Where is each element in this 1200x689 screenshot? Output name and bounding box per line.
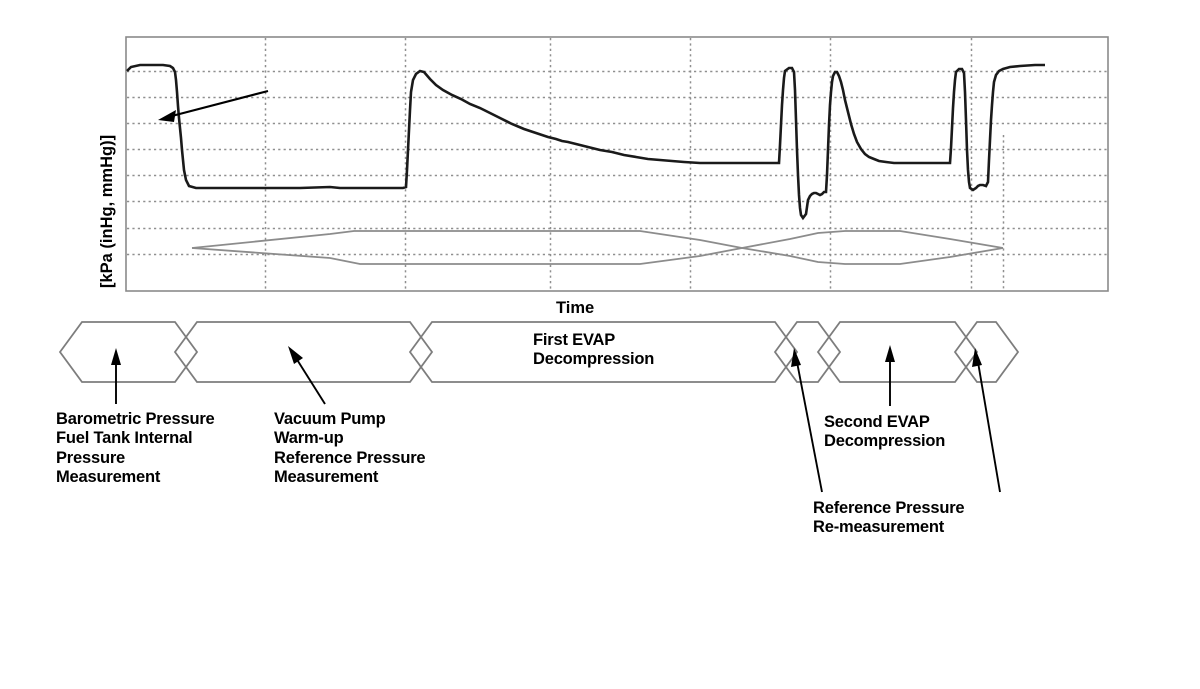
- plot-border: [125, 36, 1109, 292]
- callout-leader-second-evap: [885, 345, 895, 406]
- phase-bar-chain: [58, 321, 1020, 383]
- callout-barometric-pressure-measurement: Barometric Pressure Fuel Tank Internal P…: [56, 410, 215, 487]
- callout-leaders: [111, 345, 1001, 493]
- x-axis-label: Time: [556, 299, 595, 317]
- horizontal-gridlines: [127, 70, 1107, 256]
- phase-hexagon-vacuum-pump[interactable]: [173, 321, 434, 383]
- judgment-2-lower-edge: [191, 247, 743, 265]
- judgment-3-lower-edge: [741, 247, 1004, 265]
- chart-plot-area: [125, 36, 1109, 292]
- callout-leader-vacuum-pump: [288, 346, 326, 405]
- phase-hexagon-first-evap[interactable]: [408, 321, 799, 383]
- pressure-trace: [126, 63, 1045, 221]
- judgment-1-arrow: [158, 89, 269, 122]
- callout-second-evap-decompression: Second EVAP Decompression: [824, 413, 946, 451]
- callout-reference-pressure-remeasurement: Reference Pressure Re-measurement: [813, 499, 965, 537]
- phase-hexagon-second-evap[interactable]: [816, 321, 979, 383]
- phase-hexagon-reference-pressure-remeasurement[interactable]: [773, 321, 842, 383]
- pressure-trace-path: [126, 63, 1045, 221]
- judgment-2-band: [191, 230, 743, 265]
- callout-vacuum-pump-warmup: Vacuum Pump Warm-up Reference Pressure M…: [274, 410, 426, 487]
- callout-leader-barometric: [111, 348, 121, 404]
- judgment-2-upper-edge: [191, 230, 743, 249]
- vertical-gridlines: [264, 38, 1005, 290]
- callout-leader-reference-pressure-remeasurement: [791, 348, 823, 493]
- judgment-3-upper-edge: [741, 230, 1004, 249]
- phase-label-first-evap-decompression: First EVAP Decompression: [533, 331, 655, 369]
- callout-leader-final-phase: [972, 348, 1001, 493]
- judgment-3-band: [741, 230, 1004, 265]
- phase-hexagon-final[interactable]: [953, 321, 1020, 383]
- phase-hexagon-barometric[interactable]: [58, 321, 199, 383]
